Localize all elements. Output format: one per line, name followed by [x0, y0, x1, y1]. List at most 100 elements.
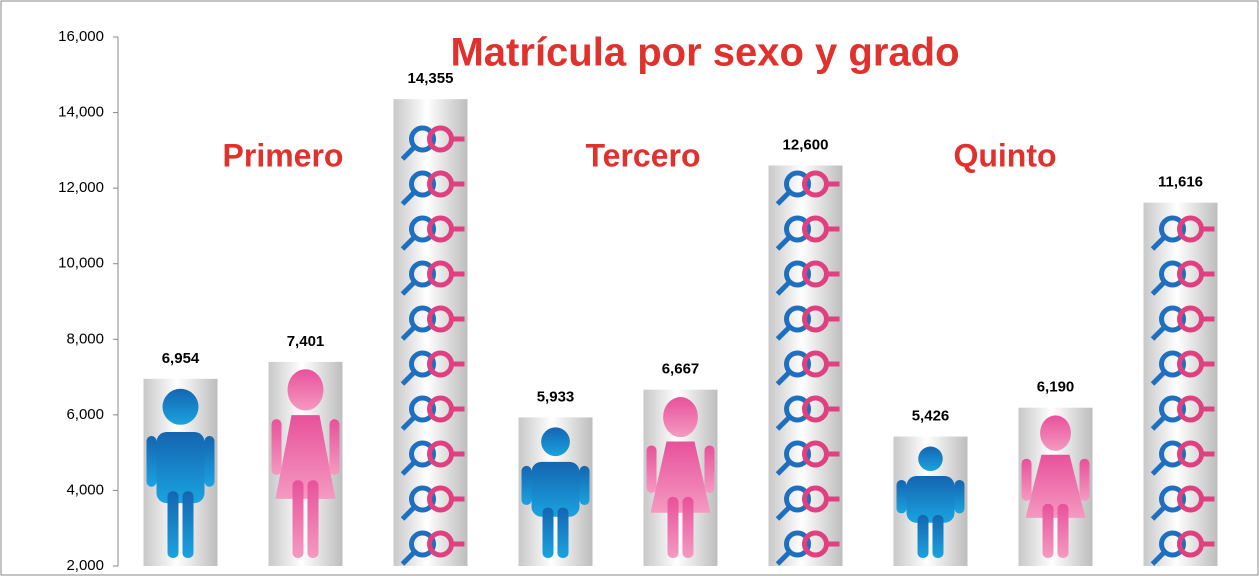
icon-arm	[1079, 458, 1090, 501]
icon-female	[802, 440, 829, 468]
icon-male	[400, 145, 417, 161]
icon-male	[400, 235, 417, 251]
value-label: 12,600	[783, 136, 829, 153]
icon-male	[784, 440, 811, 468]
icon-male	[409, 305, 436, 333]
icon-arm	[579, 465, 590, 506]
y-tick-label: 10,000	[58, 255, 104, 272]
value-label: 6,954	[162, 350, 200, 367]
y-tick-label: 16,000	[58, 28, 104, 45]
icon-male	[1159, 395, 1186, 423]
icon-male	[775, 280, 792, 296]
icon-male	[409, 440, 436, 468]
icon-male	[1150, 550, 1167, 566]
icon-female	[427, 395, 454, 423]
icon-head	[918, 446, 943, 472]
icon-arm	[329, 419, 340, 475]
icon-male	[400, 505, 417, 521]
icon-arm	[646, 445, 657, 493]
icon-male	[784, 485, 811, 513]
icon-leg	[182, 491, 194, 558]
value-label: 7,401	[287, 333, 325, 350]
group-label: Primero	[223, 137, 344, 173]
y-tick-label: 8,000	[66, 330, 104, 347]
icon-male	[1150, 370, 1167, 386]
icon-leg	[1042, 503, 1054, 558]
icon-male	[409, 125, 436, 153]
y-tick-label: 4,000	[66, 481, 104, 498]
icon-male	[400, 415, 417, 431]
value-label: 5,426	[912, 408, 950, 425]
value-label: 11,616	[1158, 174, 1203, 191]
icon-male	[400, 190, 417, 206]
icon-arm	[954, 479, 965, 514]
icon-arm	[704, 445, 715, 493]
icon-female	[1177, 440, 1204, 468]
value-label: 6,190	[1037, 379, 1075, 396]
icon-male	[409, 170, 436, 198]
icon-body	[650, 441, 711, 513]
icon-leg	[557, 507, 569, 558]
icon-male	[784, 530, 811, 558]
y-tick-label: 12,000	[58, 179, 104, 196]
icon-female	[427, 170, 454, 198]
icon-female	[802, 485, 829, 513]
icon-female	[427, 260, 454, 288]
icon-male	[409, 395, 436, 423]
icon-female	[1177, 215, 1204, 243]
icon-male	[784, 215, 811, 243]
y-tick-label: 2,000	[66, 557, 104, 574]
icon-female	[427, 350, 454, 378]
icon-male	[784, 305, 811, 333]
icon-leg	[667, 496, 679, 558]
icon-male	[784, 395, 811, 423]
icon-female	[1177, 350, 1204, 378]
value-label: 5,933	[537, 388, 575, 405]
icon-male	[400, 325, 417, 341]
icon-leg	[932, 514, 944, 558]
icon-male	[400, 550, 417, 566]
icon-arm	[896, 479, 907, 514]
icon-male	[1159, 530, 1186, 558]
icon-male	[775, 370, 792, 386]
icon-female	[1177, 305, 1204, 333]
icon-arm	[204, 436, 215, 487]
icon-male	[400, 370, 417, 386]
icon-head	[1040, 415, 1071, 451]
chart-title: Matrícula por sexo y grado	[450, 31, 959, 75]
y-tick-label: 14,000	[58, 104, 104, 121]
icon-male	[409, 215, 436, 243]
icon-female	[802, 305, 829, 333]
icon-leg	[292, 480, 304, 558]
icon-male	[400, 280, 417, 296]
icon-body	[906, 475, 955, 523]
icon-body	[531, 461, 580, 517]
icon-female	[802, 395, 829, 423]
icon-female	[427, 305, 454, 333]
icon-leg	[917, 514, 929, 558]
icon-male	[775, 550, 792, 566]
icon-head	[162, 388, 199, 425]
icon-male	[1150, 235, 1167, 251]
value-label: 6,667	[662, 361, 700, 378]
icon-arm	[146, 436, 157, 487]
icon-female	[802, 530, 829, 558]
icon-body	[1025, 454, 1086, 518]
icon-male	[1150, 280, 1167, 296]
icon-female	[427, 215, 454, 243]
icon-female	[1177, 530, 1204, 558]
icon-leg	[682, 496, 694, 558]
icon-female	[1177, 395, 1204, 423]
icon-female	[802, 260, 829, 288]
icon-female	[802, 350, 829, 378]
icon-male	[1159, 350, 1186, 378]
icon-head	[541, 427, 570, 457]
icon-arm	[521, 465, 532, 506]
icon-male	[409, 260, 436, 288]
y-tick-label: 6,000	[66, 406, 104, 423]
icon-arm	[1021, 458, 1032, 501]
icon-leg	[542, 507, 554, 558]
icon-male	[409, 530, 436, 558]
icon-leg	[1057, 503, 1069, 558]
icon-female	[427, 125, 454, 153]
